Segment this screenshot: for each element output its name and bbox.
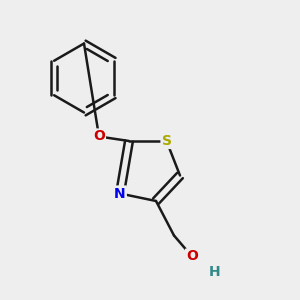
Text: O: O — [93, 130, 105, 143]
Text: S: S — [161, 134, 172, 148]
Text: N: N — [114, 187, 126, 200]
Text: H: H — [209, 265, 220, 278]
Text: O: O — [186, 250, 198, 263]
